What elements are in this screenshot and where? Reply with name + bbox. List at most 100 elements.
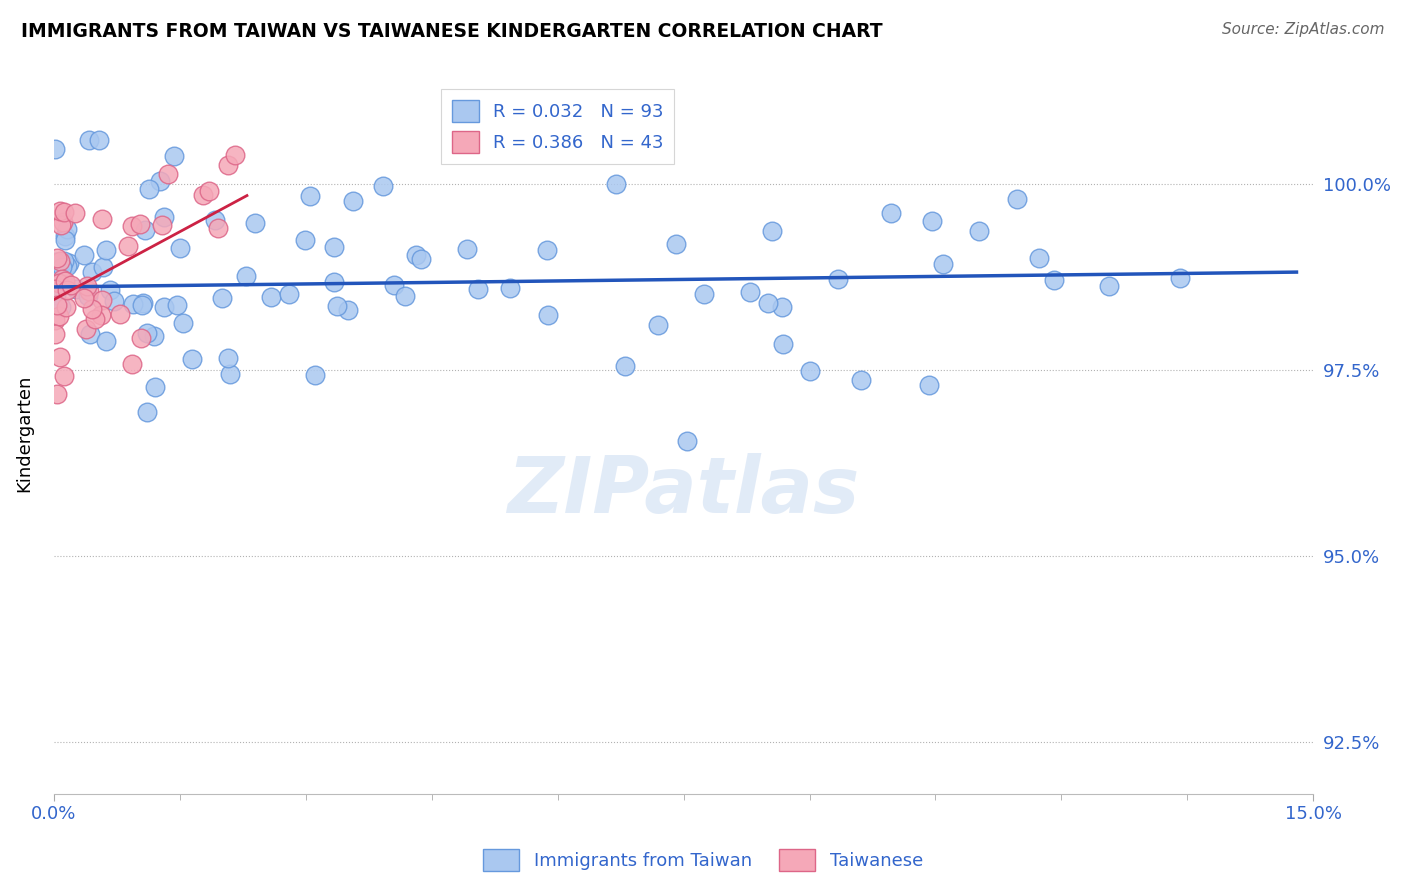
Point [243, 215, 266, 229]
Point [967, 224, 990, 238]
Point [799, 364, 821, 378]
Point [163, 148, 186, 162]
Point [211, 291, 233, 305]
Point [44, 312, 66, 326]
Point [48, 351, 70, 365]
Point [166, 297, 188, 311]
Point [98, 283, 121, 297]
Point [217, 158, 239, 172]
Point [145, 380, 167, 394]
Point [198, 184, 221, 198]
Point [371, 179, 394, 194]
Point [218, 367, 240, 381]
Point [46, 387, 69, 401]
Point [180, 351, 202, 366]
Point [82, 264, 104, 278]
Point [80, 301, 103, 316]
Point [761, 225, 783, 239]
Point [921, 214, 943, 228]
Y-axis label: Kindergarten: Kindergarten [15, 375, 32, 492]
Point [48, 268, 70, 283]
Point [405, 248, 427, 262]
Point [49, 218, 72, 232]
Point [53, 274, 76, 288]
Point [411, 252, 433, 266]
Point [73, 248, 96, 262]
Point [342, 194, 364, 208]
Point [138, 181, 160, 195]
Point [770, 300, 793, 314]
Point [52, 204, 75, 219]
Point [51, 277, 73, 291]
Point [65, 282, 87, 296]
Point [169, 241, 191, 255]
Point [135, 326, 157, 340]
Point [49, 254, 72, 268]
Point [605, 177, 627, 191]
Point [191, 187, 214, 202]
Point [89, 133, 111, 147]
Point [79, 326, 101, 341]
Point [48, 309, 70, 323]
Point [131, 298, 153, 312]
Point [382, 278, 405, 293]
Point [55, 222, 77, 236]
Point [52, 272, 75, 286]
Point [1168, 271, 1191, 285]
Point [49, 204, 72, 219]
Point [150, 218, 173, 232]
Point [917, 378, 939, 392]
Point [132, 296, 155, 310]
Point [498, 281, 520, 295]
Point [73, 291, 96, 305]
Point [55, 229, 77, 244]
Point [44, 327, 66, 342]
Point [48, 276, 70, 290]
Point [117, 238, 139, 252]
Point [1098, 279, 1121, 293]
Point [122, 297, 145, 311]
Point [394, 289, 416, 303]
Point [46, 297, 69, 311]
Point [77, 284, 100, 298]
Text: Source: ZipAtlas.com: Source: ZipAtlas.com [1222, 22, 1385, 37]
Point [207, 220, 229, 235]
Point [75, 322, 97, 336]
Point [536, 244, 558, 258]
Point [143, 329, 166, 343]
Point [1028, 251, 1050, 265]
Point [849, 372, 872, 386]
Point [156, 167, 179, 181]
Point [326, 299, 349, 313]
Point [879, 206, 901, 220]
Point [456, 242, 478, 256]
Point [172, 316, 194, 330]
Point [44, 142, 66, 156]
Point [94, 334, 117, 348]
Point [108, 307, 131, 321]
Legend: R = 0.032   N = 93, R = 0.386   N = 43: R = 0.032 N = 93, R = 0.386 N = 43 [440, 89, 675, 164]
Point [76, 288, 98, 302]
Point [60, 278, 83, 293]
Point [91, 293, 114, 307]
Point [152, 210, 174, 224]
Point [136, 405, 159, 419]
Point [76, 279, 98, 293]
Point [756, 296, 779, 310]
Point [94, 243, 117, 257]
Point [90, 309, 112, 323]
Point [152, 300, 174, 314]
Point [322, 240, 344, 254]
Point [692, 286, 714, 301]
Point [204, 212, 226, 227]
Point [53, 233, 76, 247]
Point [336, 302, 359, 317]
Point [90, 211, 112, 226]
Point [676, 434, 699, 448]
Point [83, 312, 105, 326]
Text: ZIPatlas: ZIPatlas [508, 453, 859, 529]
Point [129, 218, 152, 232]
Point [52, 215, 75, 229]
Point [467, 282, 489, 296]
Point [665, 236, 688, 251]
